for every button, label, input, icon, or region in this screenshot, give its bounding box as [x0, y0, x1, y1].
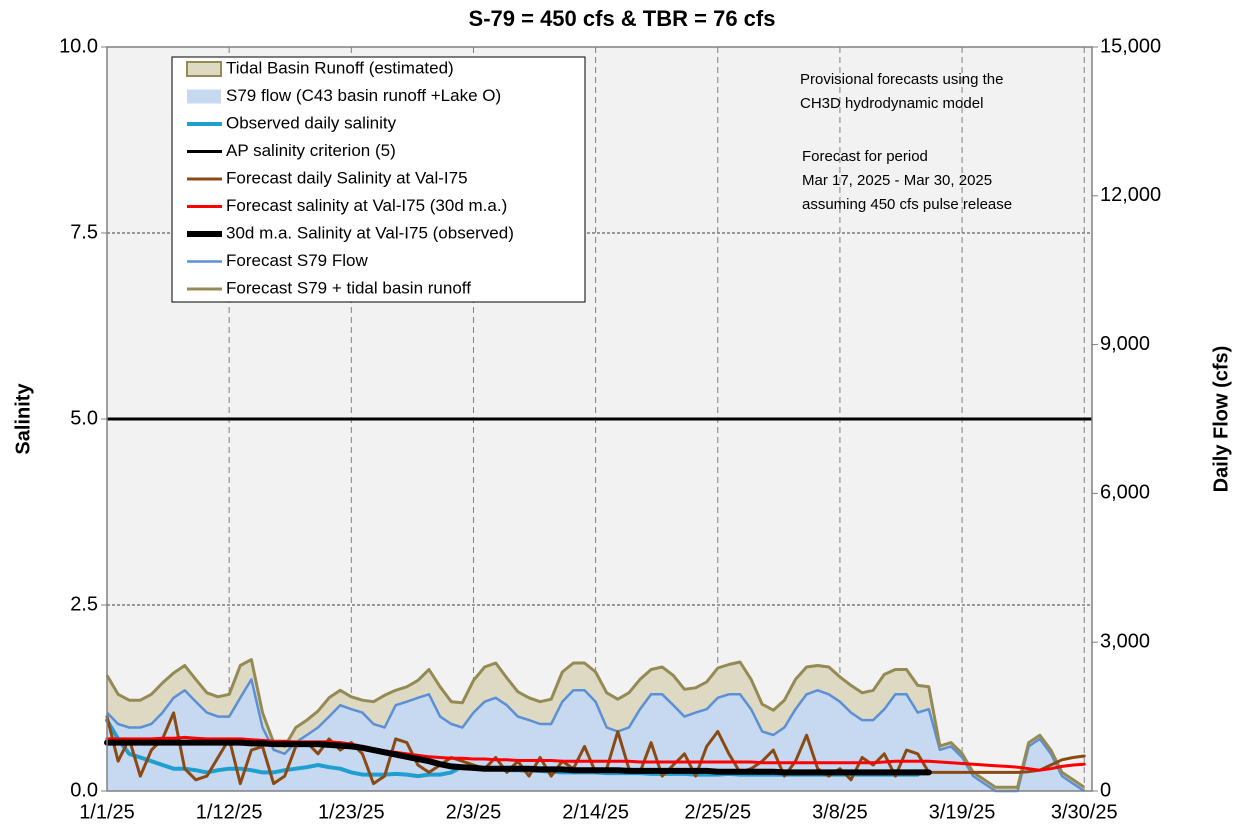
annotation: assuming 450 cfs pulse release: [802, 196, 1012, 213]
legend-label: Forecast daily Salinity at Val-I75: [226, 168, 468, 187]
x-tick-label: 1/1/25: [79, 801, 135, 823]
legend-label: Forecast S79 Flow: [226, 251, 368, 270]
x-tick-label: 2/25/25: [684, 801, 751, 823]
legend-label: 30d m.a. Salinity at Val-I75 (observed): [226, 223, 514, 242]
area: [107, 659, 1085, 791]
legend-label: AP salinity criterion (5): [226, 141, 396, 160]
x-tick-label: 2/3/25: [446, 801, 502, 823]
y-axis-title: Salinity: [12, 383, 34, 455]
y-tick-label: 5.0: [70, 407, 98, 429]
y-tick-label: 0.0: [70, 779, 98, 801]
legend-label: Forecast salinity at Val-I75 (30d m.a.): [226, 196, 507, 215]
chart-title: S-79 = 450 cfs & TBR = 76 cfs: [469, 6, 776, 31]
annotation: CH3D hydrodynamic model: [800, 95, 983, 112]
y2-tick-label: 12,000: [1100, 184, 1161, 206]
x-tick-label: 3/19/25: [929, 801, 996, 823]
annotation: Provisional forecasts using the: [800, 71, 1003, 88]
y-tick-label: 2.5: [70, 593, 98, 615]
x-tick-label: 2/14/25: [562, 801, 629, 823]
x-tick-label: 1/12/25: [196, 801, 263, 823]
y2-tick-label: 9,000: [1100, 333, 1150, 355]
legend-label: S79 flow (C43 basin runoff +Lake O): [226, 86, 501, 105]
y-tick-label: 10.0: [59, 35, 98, 57]
edge-line: [105, 658, 1086, 789]
y-tick-label: 7.5: [70, 221, 98, 243]
y2-tick-label: 15,000: [1100, 35, 1161, 57]
y2-tick-label: 6,000: [1100, 482, 1150, 504]
legend-label: Forecast S79 + tidal basin runoff: [226, 278, 471, 297]
legend-swatch: [187, 89, 221, 104]
legend-swatch: [186, 61, 222, 77]
x-tick-label: 1/23/25: [318, 801, 385, 823]
x-tick-label: 3/30/25: [1051, 801, 1118, 823]
annotation: Forecast for period: [802, 148, 928, 165]
y2-tick-label: 3,000: [1100, 630, 1150, 652]
y2-axis-title: Daily Flow (cfs): [1210, 346, 1232, 493]
x-tick-label: 3/8/25: [812, 801, 868, 823]
legend-label: Observed daily salinity: [226, 113, 397, 132]
line: [104, 739, 932, 776]
y2-tick-label: 0: [1100, 779, 1111, 801]
annotation: Mar 17, 2025 - Mar 30, 2025: [802, 172, 992, 189]
legend-box: [171, 56, 586, 303]
legend-label: Tidal Basin Runoff (estimated): [226, 58, 454, 77]
